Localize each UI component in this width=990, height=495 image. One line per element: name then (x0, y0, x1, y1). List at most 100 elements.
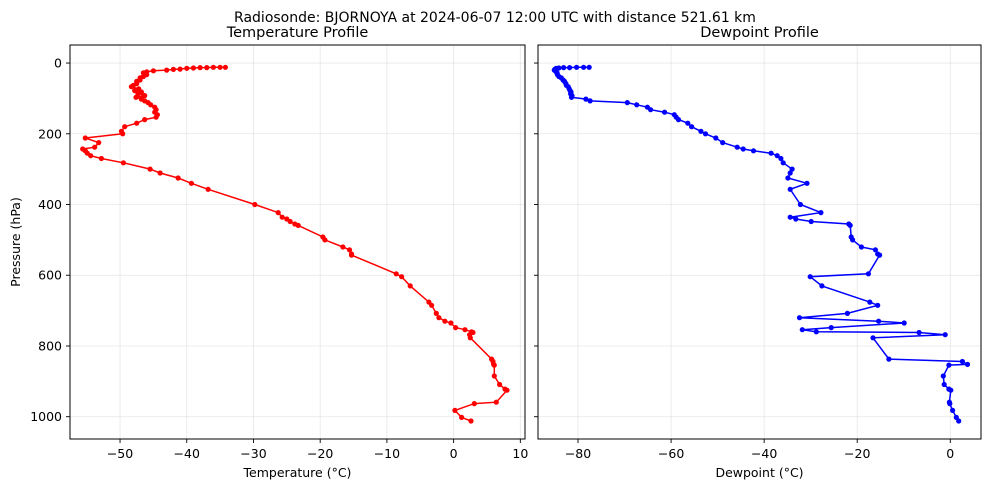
temperature-data-point (128, 84, 134, 90)
temperature-data-point (147, 166, 153, 172)
temperature-data-point (497, 381, 503, 388)
temperature-axes-frame (69, 44, 526, 440)
temperature-data-point (275, 210, 281, 216)
dewpoint-markers (551, 64, 971, 424)
figure-suptitle: Radiosonde: BJORNOYA at 2024-06-07 12:00… (234, 10, 756, 26)
dewpoint-x-tick-label: −20 (844, 446, 870, 461)
dewpoint-data-point (799, 327, 805, 333)
dewpoint-data-point (865, 271, 872, 277)
temperature-data-point (462, 327, 468, 333)
temperature-data-point (346, 247, 353, 253)
temperature-data-point (295, 222, 301, 228)
temperature-y-tick-label: 600 (38, 268, 62, 283)
temperature-grid (70, 45, 525, 439)
dewpoint-data-point (877, 252, 883, 258)
temperature-data-point (92, 144, 98, 150)
dewpoint-data-point (734, 144, 740, 150)
dewpoint-data-point (713, 135, 719, 141)
temperature-data-point (188, 180, 194, 186)
temperature-data-point (134, 120, 140, 126)
temperature-data-point (164, 67, 170, 73)
dewpoint-data-point (875, 302, 881, 308)
dewpoint-data-point (813, 329, 819, 335)
temperature-data-point (467, 335, 473, 341)
dewpoint-data-point (675, 117, 682, 123)
dewpoint-data-point (858, 244, 865, 250)
dewpoint-data-point (698, 128, 704, 134)
temperature-data-point (170, 66, 176, 72)
dewpoint-data-point (574, 64, 580, 70)
dewpoint-data-point (740, 146, 746, 152)
dewpoint-data-point (689, 124, 695, 130)
dewpoint-data-point (956, 418, 962, 424)
temperature-x-tick-label: 10 (512, 446, 528, 461)
temperature-data-point (448, 320, 454, 326)
dewpoint-data-point (946, 362, 952, 368)
dewpoint-data-point (583, 96, 589, 102)
temperature-data-point (190, 65, 196, 71)
dewpoint-data-point (828, 325, 834, 331)
dewpoint-grid (538, 45, 981, 439)
dewpoint-data-point (797, 201, 804, 208)
dewpoint-ticks: −80 −60 −40 −20 0 (534, 62, 954, 461)
temperature-data-point (393, 271, 399, 277)
temperature-y-tick-label: 0 (54, 56, 62, 71)
dewpoint-data-point (750, 148, 757, 154)
temperature-data-point (204, 65, 210, 71)
temperature-data-point (252, 201, 258, 208)
temperature-data-point (122, 124, 128, 130)
dewpoint-data-point (789, 166, 795, 172)
temperature-data-point (132, 88, 138, 94)
dewpoint-data-point (702, 131, 709, 137)
temperature-x-axis-label: Temperature (°C) (243, 465, 352, 480)
dewpoint-data-point (793, 216, 799, 222)
temperature-x-tick-label: −10 (374, 446, 400, 461)
dewpoint-data-point (959, 358, 966, 365)
temperature-data-point (468, 418, 474, 424)
temperature-data-point (148, 102, 154, 108)
temperature-data-point (82, 135, 88, 141)
temperature-data-point (157, 170, 163, 176)
dewpoint-data-point (844, 310, 851, 316)
dewpoint-data-point (634, 102, 640, 108)
temperature-data-point (184, 65, 190, 71)
temperature-data-point (98, 155, 104, 162)
temperature-data-point (150, 68, 156, 74)
dewpoint-data-point (774, 153, 780, 159)
temperature-profile-title: Temperature Profile (226, 25, 369, 41)
dewpoint-data-point (940, 373, 946, 379)
dewpoint-data-point (804, 180, 810, 186)
temperature-data-point (493, 399, 499, 405)
dewpoint-data-point (778, 155, 784, 162)
temperature-data-point (217, 64, 223, 70)
dewpoint-data-point (624, 100, 630, 106)
temperature-y-tick-label: 800 (38, 338, 62, 353)
temperature-y-tick-label: 1000 (30, 409, 62, 424)
dewpoint-data-point (964, 361, 971, 367)
temperature-data-point (452, 407, 458, 413)
dewpoint-data-point (819, 283, 825, 289)
temperature-data-point (287, 218, 293, 225)
temperature-data-point (142, 93, 148, 99)
temperature-data-point (279, 214, 285, 220)
dewpoint-data-point (886, 356, 892, 362)
temperature-data-point (153, 114, 159, 120)
temperature-x-tick-label: −30 (240, 446, 266, 461)
temperature-data-point (453, 325, 459, 331)
temperature-data-point (436, 315, 442, 321)
temperature-y-tick-label: 400 (38, 197, 62, 212)
dewpoint-data-point (942, 332, 948, 338)
dewpoint-data-point (950, 407, 956, 413)
temperature-data-point (210, 64, 216, 70)
dewpoint-x-axis-label: Dewpoint (°C) (715, 465, 803, 480)
temperature-data-point (222, 64, 228, 70)
temperature-data-point (348, 252, 355, 258)
dewpoint-data-point (796, 315, 803, 321)
dewpoint-data-point (768, 150, 774, 156)
dewpoint-data-point (780, 160, 786, 166)
dewpoint-data-point (785, 175, 791, 181)
dewpoint-data-point (807, 274, 813, 280)
